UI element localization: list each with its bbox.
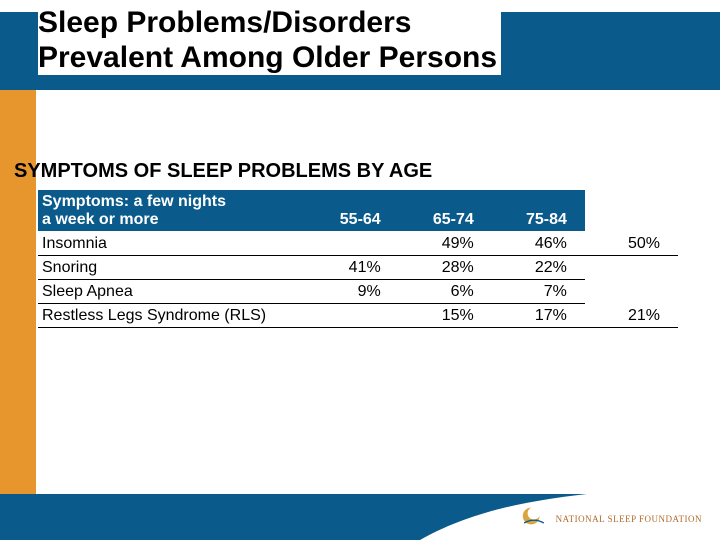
- cell: 28%: [399, 256, 492, 280]
- row-label: Restless Legs Syndrome (RLS): [38, 304, 399, 328]
- hdr-label: Symptoms: a few nights a week or more: [38, 190, 306, 232]
- footer-wave-icon: [420, 486, 720, 540]
- row-label: Snoring: [38, 256, 306, 280]
- left-accent-bar: [0, 90, 36, 540]
- cell: 7%: [492, 280, 585, 304]
- row-label: Sleep Apnea: [38, 280, 306, 304]
- table-row: Insomnia 49%46%50%: [38, 232, 678, 256]
- table-row: Snoring41%28%22%: [38, 256, 678, 280]
- cell: 49%: [399, 232, 492, 256]
- cell: 41%: [306, 256, 399, 280]
- cell: 46%: [492, 232, 585, 256]
- hdr-label-l2: a week or more: [42, 211, 159, 228]
- hdr-col-1: 65-74: [399, 190, 492, 232]
- hdr-col-2: 75-84: [492, 190, 585, 232]
- cell-extra: 50%: [585, 232, 678, 256]
- hdr-extra: [585, 190, 678, 232]
- section-subhead: SYMPTOMS OF SLEEP PROBLEMS BY AGE: [14, 160, 432, 183]
- cell: [306, 232, 399, 256]
- symptoms-table-wrap: Symptoms: a few nights a week or more 55…: [38, 190, 678, 328]
- cell-extra: [585, 280, 678, 304]
- hdr-col-0: 55-64: [306, 190, 399, 232]
- table-row: Sleep Apnea9%6%7%: [38, 280, 678, 304]
- hdr-label-l1: Symptoms: a few nights: [42, 193, 226, 210]
- cell: 9%: [306, 280, 399, 304]
- page-title: Sleep Problems/Disorders Prevalent Among…: [38, 6, 501, 75]
- footer-brand: NATIONAL SLEEP FOUNDATION: [556, 514, 702, 524]
- symptoms-table: Symptoms: a few nights a week or more 55…: [38, 190, 678, 328]
- logo-moon-icon: [520, 502, 548, 530]
- table-row: Restless Legs Syndrome (RLS)15%17%21%: [38, 304, 678, 328]
- table-body: Insomnia49%46%50%Snoring41%28%22%Sleep A…: [38, 232, 678, 328]
- cell: 6%: [399, 280, 492, 304]
- row-label: Insomnia: [38, 232, 306, 256]
- cell-extra: [585, 256, 678, 280]
- cell: 22%: [492, 256, 585, 280]
- title-line1: Sleep Problems/Disorders: [38, 6, 411, 39]
- cell-extra: 21%: [585, 304, 678, 328]
- table-header-row: Symptoms: a few nights a week or more 55…: [38, 190, 678, 232]
- title-line2: Prevalent Among Older Persons: [38, 41, 497, 74]
- cell: 17%: [492, 304, 585, 328]
- cell: 15%: [399, 304, 492, 328]
